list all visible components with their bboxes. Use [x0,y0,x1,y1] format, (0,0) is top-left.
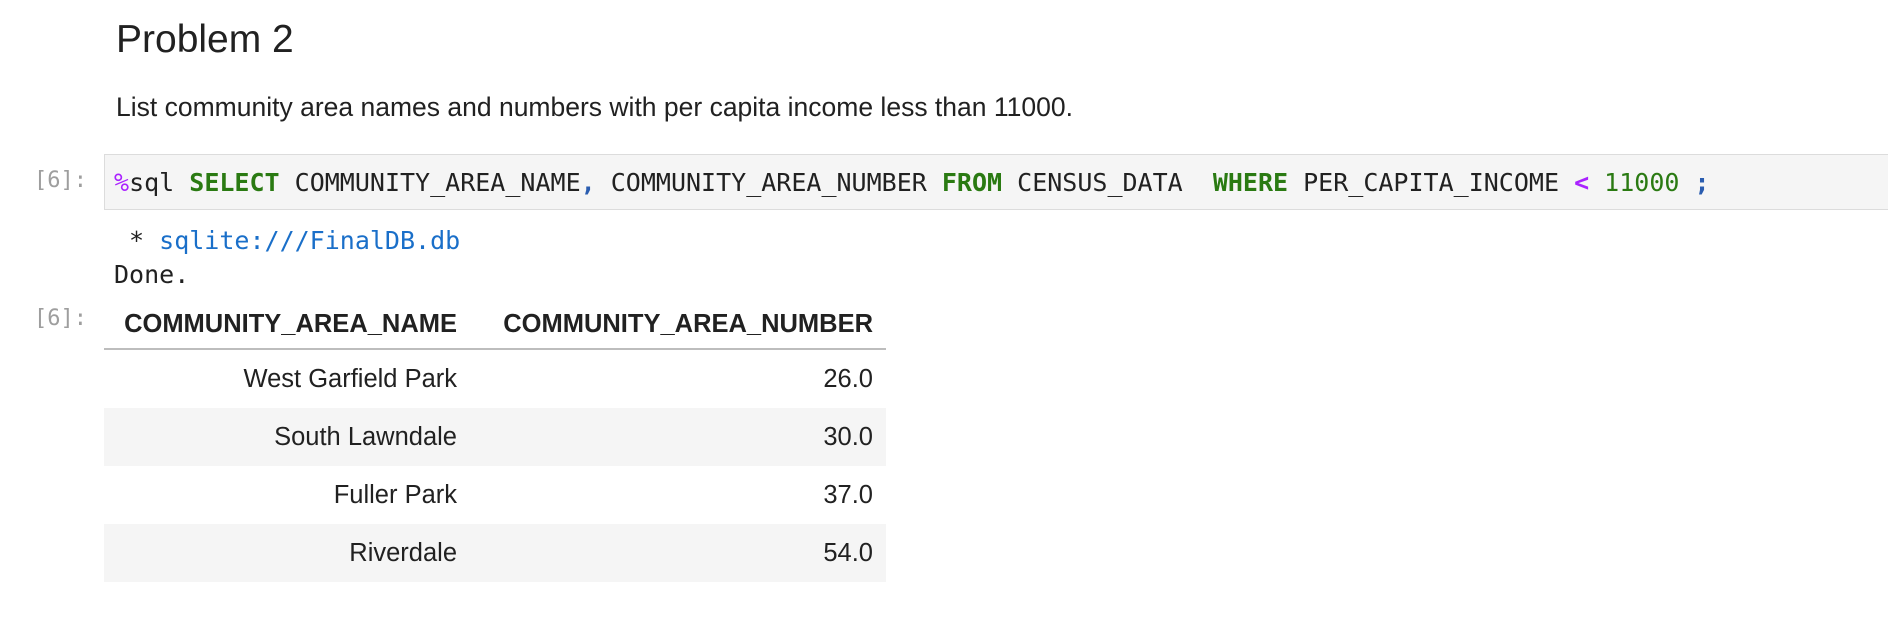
stream-output: * sqlite:///FinalDB.db Done. [114,224,460,292]
problem-heading: Problem 2 [116,18,294,61]
cell-community-number: 30.0 [470,408,886,466]
column-header-name: COMMUNITY_AREA_NAME [104,300,470,350]
table-row: West Garfield Park 26.0 [104,349,886,408]
table-row: Riverdale 54.0 [104,524,886,582]
table-row: Fuller Park 37.0 [104,466,886,524]
column-number-token: COMMUNITY_AREA_NUMBER [595,168,942,197]
magic-name: sql [129,168,190,197]
code-input-editor[interactable]: %sql SELECT COMMUNITY_AREA_NAME, COMMUNI… [104,154,1888,210]
bullet-marker: * [114,226,160,255]
output-prompt: [6]: [34,306,87,331]
column-name-token: COMMUNITY_AREA_NAME [279,168,581,197]
table-header-row: COMMUNITY_AREA_NAME COMMUNITY_AREA_NUMBE… [104,300,886,350]
less-than-operator: < [1574,168,1590,197]
keyword-from: FROM [941,168,1003,197]
cell-community-number: 54.0 [470,524,886,582]
column-header-number: COMMUNITY_AREA_NUMBER [470,300,886,350]
keyword-select: SELECT [189,168,280,197]
result-table: COMMUNITY_AREA_NAME COMMUNITY_AREA_NUMBE… [104,300,886,582]
status-text: Done. [114,260,190,289]
number-literal: 11000 [1589,168,1680,197]
semicolon-token: ; [1679,168,1710,197]
cell-community-name: South Lawndale [104,408,470,466]
cell-community-name: West Garfield Park [243,364,457,393]
column-income-token: PER_CAPITA_INCOME [1288,168,1575,197]
cell-community-name: Fuller Park [333,480,457,509]
comma-token: , [580,168,596,197]
connection-string: sqlite:///FinalDB.db [159,226,461,255]
cell-community-name: Riverdale [104,524,470,582]
cell-community-number: 37.0 [823,480,873,509]
magic-percent: % [114,168,130,197]
input-prompt: [6]: [34,168,87,193]
table-name-token: CENSUS_DATA [1002,168,1213,197]
table-row: South Lawndale 30.0 [104,408,886,466]
cell-community-number: 26.0 [823,364,873,393]
problem-description: List community area names and numbers wi… [116,92,1073,122]
sql-query-line[interactable]: %sql SELECT COMMUNITY_AREA_NAME, COMMUNI… [114,168,1710,197]
keyword-where: WHERE [1212,168,1289,197]
